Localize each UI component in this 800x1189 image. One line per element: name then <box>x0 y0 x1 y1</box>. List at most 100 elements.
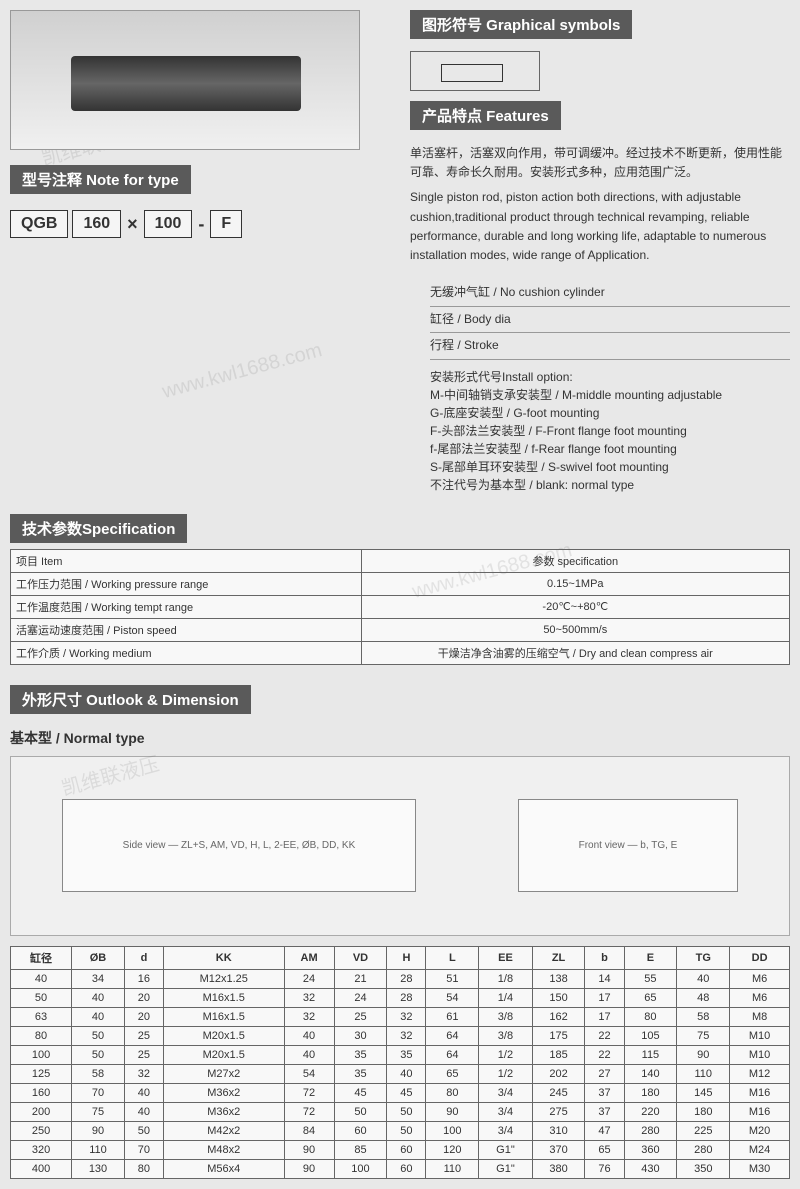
dim-cell: 40 <box>11 969 72 988</box>
dim-cell: 34 <box>72 969 125 988</box>
dim-cell: 380 <box>532 1159 585 1178</box>
install-opt: S-尾部单耳环安装型 / S-swivel foot mounting <box>430 458 790 476</box>
dim-cell: 20 <box>124 1007 163 1026</box>
dim-cell: 90 <box>284 1140 334 1159</box>
dim-cell: 250 <box>11 1121 72 1140</box>
spec-val: 50~500mm/s <box>361 618 789 641</box>
dim-cell: 200 <box>11 1102 72 1121</box>
dim-cell: 72 <box>284 1083 334 1102</box>
spec-val: 干燥洁净含油雾的压缩空气 / Dry and clean compress ai… <box>361 641 789 664</box>
dim-cell: 37 <box>585 1083 624 1102</box>
features-cn-text: 单活塞杆，活塞双向作用，带可调缓冲。经过技术不断更新，使用性能可靠、寿命长久耐用… <box>410 144 790 182</box>
dim-cell: 40 <box>72 988 125 1007</box>
dim-cell: G1" <box>479 1159 532 1178</box>
dim-cell: M24 <box>730 1140 790 1159</box>
dim-cell: 80 <box>124 1159 163 1178</box>
type-part-bore: 160 <box>72 210 121 238</box>
dim-cell: 25 <box>334 1007 387 1026</box>
dim-cell: 120 <box>426 1140 479 1159</box>
dim-cell: 1/8 <box>479 969 532 988</box>
type-part-qgb: QGB <box>10 210 68 238</box>
dim-header-cell: KK <box>163 946 284 969</box>
dim-cell: M16x1.5 <box>163 1007 284 1026</box>
type-part-option: F <box>210 210 242 238</box>
install-opt: M-中间轴销支承安装型 / M-middle mounting adjustab… <box>430 386 790 404</box>
dim-cell: 76 <box>585 1159 624 1178</box>
dim-cell: 1/4 <box>479 988 532 1007</box>
dim-cell: 1/2 <box>479 1045 532 1064</box>
dim-cell: 1/2 <box>479 1064 532 1083</box>
dim-cell: 25 <box>124 1026 163 1045</box>
dim-cell: M8 <box>730 1007 790 1026</box>
dim-header-cell: EE <box>479 946 532 969</box>
spec-section: 技术参数Specification 项目 Item 参数 specificati… <box>10 514 790 665</box>
dim-cell: 162 <box>532 1007 585 1026</box>
dim-cell: 48 <box>677 988 730 1007</box>
dim-cell: 90 <box>284 1159 334 1178</box>
spec-val: -20℃~+80℃ <box>361 595 789 618</box>
dim-cell: M36x2 <box>163 1102 284 1121</box>
dim-cell: 50 <box>124 1121 163 1140</box>
dim-cell: 32 <box>124 1064 163 1083</box>
dim-cell: 220 <box>624 1102 677 1121</box>
dim-cell: 3/4 <box>479 1102 532 1121</box>
dim-cell: 3/4 <box>479 1121 532 1140</box>
dim-cell: 90 <box>677 1045 730 1064</box>
dim-cell: 40 <box>284 1026 334 1045</box>
dimension-table: 缸径ØBdKKAMVDHLEEZLbETGDD 403416M12x1.2524… <box>10 946 790 1179</box>
dim-cell: 310 <box>532 1121 585 1140</box>
spec-col-item: 项目 Item <box>11 549 362 572</box>
dim-cell: M56x4 <box>163 1159 284 1178</box>
dim-cell: 40 <box>284 1045 334 1064</box>
spec-header: 技术参数Specification <box>10 514 187 543</box>
dim-cell: 64 <box>426 1026 479 1045</box>
dim-cell: 17 <box>585 988 624 1007</box>
dim-cell: M10 <box>730 1026 790 1045</box>
type-sep-dash: - <box>196 214 206 235</box>
dim-cell: 50 <box>72 1026 125 1045</box>
dim-cell: M12x1.25 <box>163 969 284 988</box>
spec-item: 工作温度范围 / Working tempt range <box>11 595 362 618</box>
dim-cell: 3/8 <box>479 1026 532 1045</box>
dim-cell: 75 <box>677 1026 730 1045</box>
dim-header-cell: ZL <box>532 946 585 969</box>
dim-cell: M48x2 <box>163 1140 284 1159</box>
dim-cell: 65 <box>426 1064 479 1083</box>
dim-cell: 140 <box>624 1064 677 1083</box>
install-opt: 不注代号为基本型 / blank: normal type <box>430 476 790 494</box>
dim-cell: M27x2 <box>163 1064 284 1083</box>
dim-cell: 70 <box>124 1140 163 1159</box>
connector-no-cushion: 无缓冲气缸 / No cushion cylinder <box>430 280 790 307</box>
dim-cell: 180 <box>624 1083 677 1102</box>
dim-cell: 35 <box>387 1045 426 1064</box>
dim-cell: 64 <box>426 1045 479 1064</box>
table-row: 2509050M42x28460501003/431047280225M20 <box>11 1121 790 1140</box>
dim-header-cell: d <box>124 946 163 969</box>
dim-cell: 27 <box>585 1064 624 1083</box>
dim-cell: 35 <box>334 1045 387 1064</box>
spec-item: 活塞运动速度范围 / Piston speed <box>11 618 362 641</box>
dim-cell: 110 <box>72 1140 125 1159</box>
dim-cell: 58 <box>677 1007 730 1026</box>
connector-lines: 无缓冲气缸 / No cushion cylinder 缸径 / Body di… <box>50 280 790 494</box>
dim-header-cell: E <box>624 946 677 969</box>
dim-cell: 125 <box>11 1064 72 1083</box>
table-row: 504020M16x1.5322428541/4150176548M6 <box>11 988 790 1007</box>
dim-cell: 22 <box>585 1026 624 1045</box>
top-section: 型号注释 Note for type QGB 160 × 100 - F 图形符… <box>10 10 790 265</box>
dim-header-cell: b <box>585 946 624 969</box>
note-type-header: 型号注释 Note for type <box>10 165 191 194</box>
install-opt: G-底座安装型 / G-foot mounting <box>430 404 790 422</box>
dim-cell: 50 <box>11 988 72 1007</box>
dim-cell: 61 <box>426 1007 479 1026</box>
dim-cell: 50 <box>72 1045 125 1064</box>
dim-cell: 35 <box>334 1064 387 1083</box>
dim-cell: M20x1.5 <box>163 1026 284 1045</box>
dim-cell: 100 <box>426 1121 479 1140</box>
dim-header-cell: ØB <box>72 946 125 969</box>
dim-cell: 65 <box>624 988 677 1007</box>
dim-cell: 40 <box>124 1083 163 1102</box>
dim-cell: 51 <box>426 969 479 988</box>
dim-cell: 225 <box>677 1121 730 1140</box>
dim-cell: 50 <box>387 1102 426 1121</box>
